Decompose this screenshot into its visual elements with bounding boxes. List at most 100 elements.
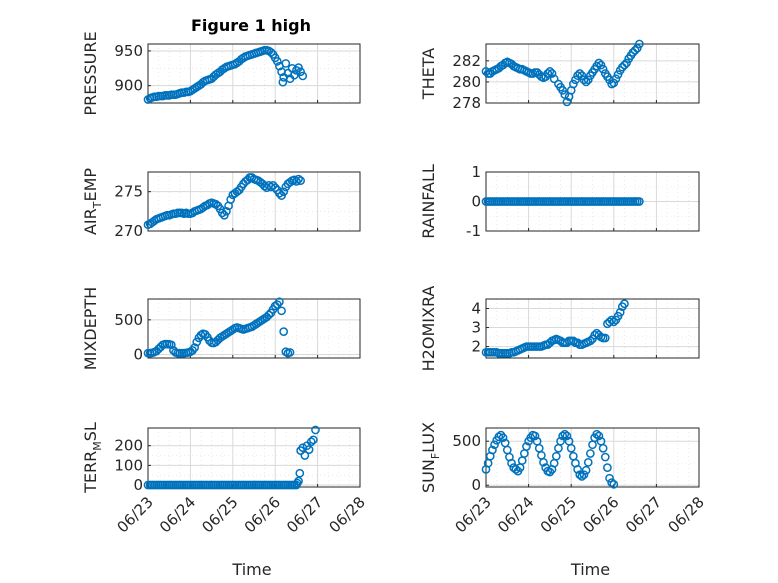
data-point — [549, 74, 559, 84]
y-tick-label: 0 — [471, 193, 481, 211]
data-point — [586, 449, 595, 458]
data-point — [264, 310, 274, 320]
subplot-6: 234 H2OMIXRA — [419, 286, 700, 372]
x-tick-label: 06/26 — [241, 493, 284, 536]
data-point — [294, 476, 303, 486]
data-point — [600, 333, 610, 343]
x-tick-label: 06/26 — [579, 493, 622, 536]
y-tick-label: 278 — [452, 94, 481, 112]
data-point — [577, 472, 587, 481]
data-point — [620, 299, 629, 309]
y-axis-label: MIXDEPTH — [81, 287, 100, 370]
data-point — [609, 480, 619, 489]
data-point — [539, 457, 548, 467]
data-point — [277, 306, 286, 316]
data-point — [232, 187, 242, 197]
y-axis-label-rest: SL — [81, 422, 100, 441]
y-tick-label: 0 — [133, 476, 143, 494]
y-tick-label: 275 — [114, 183, 143, 201]
data-point — [560, 429, 570, 439]
data-point — [268, 181, 278, 190]
y-tick-label: 1 — [471, 163, 481, 181]
data-point — [275, 188, 284, 198]
data-point — [583, 75, 593, 85]
data-point — [635, 39, 644, 49]
data-point — [292, 177, 301, 186]
y-axis-label-main: TERR — [81, 451, 100, 494]
x-tick-label: 06/24 — [494, 493, 537, 536]
y-tick-label: 280 — [452, 73, 481, 91]
y-tick-label: 500 — [114, 311, 143, 329]
data-point — [566, 443, 576, 453]
data-point — [609, 78, 619, 88]
data-point — [272, 57, 282, 66]
data-point — [581, 77, 591, 87]
data-point — [575, 470, 585, 480]
y-tick-label: 900 — [114, 77, 143, 95]
y-tick-label: 282 — [452, 52, 481, 70]
data-point — [573, 71, 582, 80]
data-point — [211, 199, 221, 209]
data-point — [562, 97, 572, 107]
data-point — [294, 63, 303, 72]
data-point — [630, 45, 640, 55]
data-point — [309, 435, 318, 445]
data-point — [615, 307, 625, 317]
data-point — [481, 67, 491, 76]
data-point — [632, 43, 642, 53]
y-axis-label-main: SUN — [419, 459, 438, 493]
data-point — [581, 465, 591, 475]
y-axis-label-main: AIR — [81, 208, 100, 235]
axes-box — [147, 171, 361, 232]
data-point — [266, 47, 276, 57]
data-point — [622, 58, 631, 68]
data-point — [289, 175, 299, 185]
data-point — [586, 336, 595, 346]
y-tick-label: 4 — [471, 300, 481, 318]
y-axis-label-subscript: F — [429, 453, 442, 459]
data-point — [226, 195, 236, 204]
data-point — [289, 70, 299, 80]
data-point — [571, 75, 580, 85]
data-point — [306, 437, 316, 447]
y-tick-label: 3 — [471, 319, 481, 337]
data-point — [522, 442, 531, 451]
x-tick-label: 06/27 — [283, 493, 326, 536]
y-axis-label: RAINFALL — [419, 164, 438, 239]
data-point — [260, 181, 269, 191]
data-point — [490, 440, 499, 450]
data-point — [605, 473, 614, 483]
y-axis-label-subscript: T — [91, 201, 104, 209]
data-point — [575, 69, 585, 78]
data-point — [562, 431, 572, 441]
data-point — [298, 71, 308, 81]
data-point — [166, 340, 176, 350]
y-tick-label: 270 — [114, 222, 143, 240]
data-point — [592, 429, 602, 439]
y-axis-label: PRESSURE — [81, 31, 100, 115]
data-point — [285, 348, 295, 357]
x-tick-label: 06/28 — [326, 493, 369, 536]
data-point — [304, 445, 314, 454]
data-point — [598, 443, 608, 453]
y-axis-label-rest: EMP — [81, 168, 100, 202]
y-tick-label: 200 — [114, 437, 143, 455]
data-point — [198, 203, 208, 212]
data-point — [296, 176, 305, 186]
axes-box — [147, 427, 361, 488]
y-axis-label: AIRTEMP — [81, 168, 104, 235]
data-point — [600, 452, 610, 462]
y-tick-label: 950 — [114, 42, 143, 60]
data-point — [545, 67, 555, 76]
axes-box — [485, 427, 700, 488]
data-point — [579, 75, 589, 85]
data-point — [296, 67, 305, 77]
data-point — [190, 343, 199, 352]
data-point — [243, 175, 252, 185]
y-axis-label: H2OMIXRA — [419, 286, 438, 372]
data-point — [285, 177, 295, 187]
y-tick-label: 0 — [133, 346, 143, 364]
